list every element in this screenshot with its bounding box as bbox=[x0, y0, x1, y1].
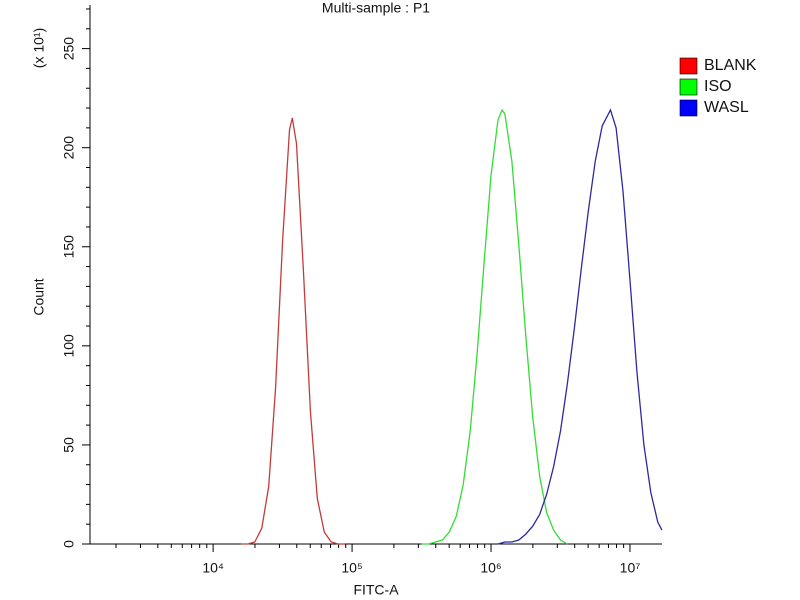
legend-label: ISO bbox=[704, 78, 732, 95]
y-multiplier: (x 10¹) bbox=[31, 28, 47, 68]
histogram-line bbox=[240, 117, 346, 545]
histogram-line bbox=[421, 108, 568, 545]
legend-swatch bbox=[679, 99, 698, 117]
y-tick-label: 200 bbox=[61, 136, 77, 160]
legend-swatch bbox=[679, 57, 698, 75]
y-tick-label: 50 bbox=[61, 437, 77, 453]
y-tick-label: 250 bbox=[61, 37, 77, 61]
y-tick-label: 150 bbox=[61, 235, 77, 259]
y-axis-label: Count bbox=[31, 278, 47, 315]
legend-label: WASL bbox=[704, 99, 749, 116]
x-axis-label: FITC-A bbox=[353, 582, 399, 598]
chart-title: Multi-sample : P1 bbox=[322, 0, 430, 16]
x-tick-label: 10⁷ bbox=[620, 560, 641, 576]
histogram-line bbox=[497, 108, 663, 545]
x-tick-label: 10⁴ bbox=[202, 560, 224, 576]
legend-swatch bbox=[679, 78, 698, 96]
legend-label: BLANK bbox=[704, 57, 757, 74]
y-tick-label: 100 bbox=[61, 334, 77, 358]
y-tick-label: 0 bbox=[61, 540, 77, 548]
x-tick-label: 10⁶ bbox=[480, 560, 501, 576]
x-tick-label: 10⁵ bbox=[341, 560, 362, 576]
